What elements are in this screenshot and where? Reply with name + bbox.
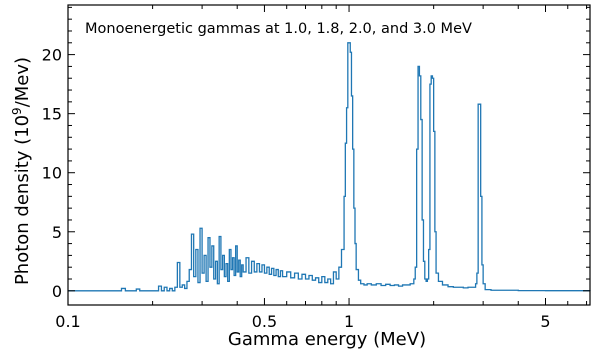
y-tick-label: 10	[42, 164, 62, 183]
plot-frame	[67, 4, 591, 306]
series-line	[68, 42, 591, 292]
x-tick-label: 0.1	[55, 312, 80, 331]
y-tick-label: 20	[42, 46, 62, 65]
y-tick-label: 15	[42, 105, 62, 124]
x-tick-label: 5	[540, 312, 550, 331]
x-tick-label: 0.5	[252, 312, 277, 331]
chart-annotation: Monoenergetic gammas at 1.0, 1.8, 2.0, a…	[85, 21, 472, 37]
y-tick-label: 5	[52, 223, 62, 242]
y-axis-label-suffix: /Mev)	[12, 57, 33, 107]
x-axis-label: Gamma energy (MeV)	[228, 329, 426, 350]
x-tick-label: 1	[344, 312, 354, 331]
plot-area	[68, 42, 591, 292]
y-axis-label-prefix: Photon density (10	[12, 115, 33, 285]
y-axis-label-superscript: 9	[10, 107, 24, 115]
y-axis-label: Photon density (109/Mev)	[10, 57, 33, 285]
y-tick-label: 0	[52, 282, 62, 301]
